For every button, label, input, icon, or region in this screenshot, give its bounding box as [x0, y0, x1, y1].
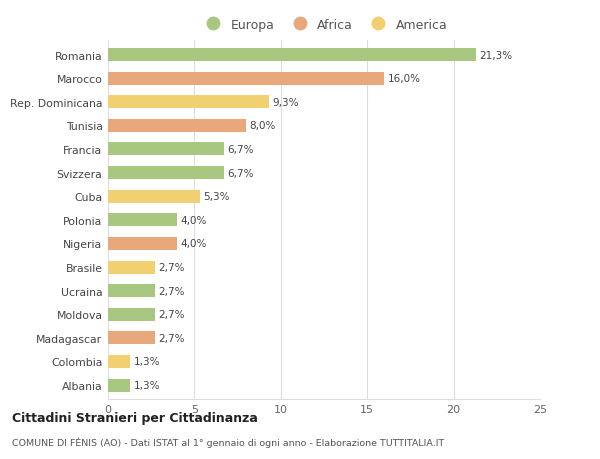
Text: 6,7%: 6,7% — [227, 145, 254, 155]
Text: Cittadini Stranieri per Cittadinanza: Cittadini Stranieri per Cittadinanza — [12, 412, 258, 425]
Bar — [108, 167, 224, 179]
Bar — [108, 237, 177, 250]
Bar — [108, 379, 130, 392]
Text: 5,3%: 5,3% — [203, 192, 230, 202]
Text: 16,0%: 16,0% — [388, 74, 421, 84]
Text: 4,0%: 4,0% — [181, 215, 207, 225]
Bar — [108, 285, 155, 297]
Text: 2,7%: 2,7% — [158, 333, 185, 343]
Bar — [108, 143, 224, 156]
Text: 2,7%: 2,7% — [158, 286, 185, 296]
Bar — [108, 49, 476, 62]
Bar — [108, 120, 246, 133]
Text: 1,3%: 1,3% — [134, 380, 160, 390]
Bar — [108, 190, 200, 203]
Text: COMUNE DI FÉNIS (AO) - Dati ISTAT al 1° gennaio di ogni anno - Elaborazione TUTT: COMUNE DI FÉNIS (AO) - Dati ISTAT al 1° … — [12, 437, 444, 448]
Text: 1,3%: 1,3% — [134, 357, 160, 367]
Bar — [108, 355, 130, 368]
Text: 6,7%: 6,7% — [227, 168, 254, 178]
Text: 2,7%: 2,7% — [158, 263, 185, 273]
Bar — [108, 261, 155, 274]
Bar — [108, 308, 155, 321]
Text: 21,3%: 21,3% — [479, 50, 512, 61]
Text: 2,7%: 2,7% — [158, 309, 185, 319]
Bar — [108, 73, 385, 85]
Text: 9,3%: 9,3% — [272, 98, 299, 107]
Text: 4,0%: 4,0% — [181, 239, 207, 249]
Text: 8,0%: 8,0% — [250, 121, 276, 131]
Bar — [108, 214, 177, 227]
Bar — [108, 331, 155, 345]
Legend: Europa, Africa, America: Europa, Africa, America — [201, 18, 447, 32]
Bar — [108, 96, 269, 109]
